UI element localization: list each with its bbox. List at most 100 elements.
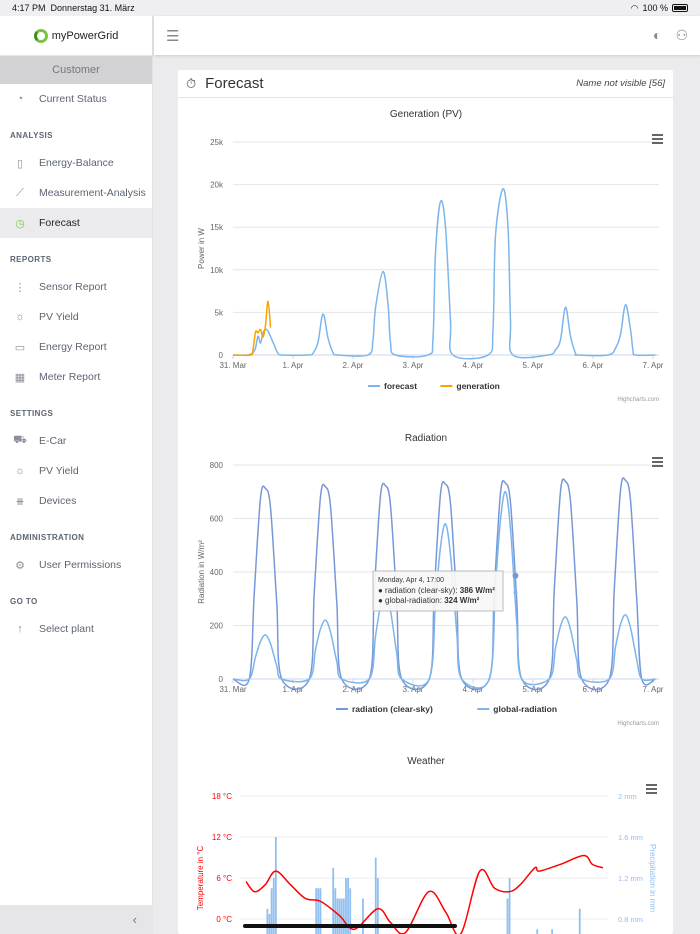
- y-tick-label: 20k: [210, 181, 224, 190]
- hamburger-menu-icon[interactable]: ☰: [166, 27, 180, 45]
- y-tick-label-left: 0 °C: [216, 915, 232, 924]
- chart-title: Weather: [407, 756, 445, 767]
- x-tick-label: 1. Apr: [283, 361, 304, 370]
- sidebar-item-pv-yield[interactable]: ☼ PV Yield: [0, 456, 152, 486]
- card-header: ⏱ Forecast Name not visible [56]: [178, 70, 673, 98]
- car-icon: ⛟: [13, 434, 27, 446]
- sidebar-item-label: Energy Report: [39, 341, 107, 353]
- hover-marker: [513, 590, 518, 595]
- sidebar-section-title: GO TO: [10, 597, 38, 606]
- tooltip-row: ● radiation (clear-sky): 386 W/m²: [378, 586, 495, 595]
- highcharts-credits: Highcharts.com: [617, 721, 659, 727]
- sidebar-item-meter-report[interactable]: ▦ Meter Report: [0, 362, 152, 392]
- y-tick-label-right: 2 mm: [618, 792, 637, 801]
- line-chart-icon: ⟋: [16, 186, 24, 199]
- sidebar-section-title: ADMINISTRATION: [10, 533, 85, 542]
- theme-toggle-icon[interactable]: ◐: [652, 27, 662, 43]
- sidebar: myPowerGrid Customer ◔ Current Status ANAL…: [0, 16, 153, 934]
- chart-title: Radiation: [405, 433, 447, 444]
- sidebar-item-sensor-report[interactable]: ⋮ Sensor Report: [0, 272, 152, 302]
- temperature-line: [245, 854, 604, 934]
- y-tick-label-left: 18 °C: [212, 792, 232, 801]
- y-tick-label-left: 12 °C: [212, 833, 232, 842]
- series-line-global-radiation: [232, 490, 656, 689]
- y-tick-label-right: 0.8 mm: [618, 915, 643, 924]
- sidebar-item-energy-report[interactable]: ▭ Energy Report: [0, 332, 152, 362]
- sidebar-item-user-permissions[interactable]: ⚙ User Permissions: [0, 550, 152, 580]
- page-title: Forecast: [205, 75, 264, 92]
- y-tick-label: 0: [219, 351, 224, 360]
- sidebar-item-label: E-Car: [39, 435, 67, 447]
- status-time: 4:17 PM: [12, 3, 46, 13]
- sidebar-item-energy-balance[interactable]: ▯ Energy-Balance: [0, 148, 152, 178]
- folder-icon: ▭: [14, 341, 26, 354]
- logo-icon: [33, 28, 48, 43]
- weather-plot-area: [245, 837, 604, 934]
- chart-menu-icon[interactable]: [646, 784, 657, 794]
- brand-logo[interactable]: myPowerGrid: [0, 16, 152, 56]
- y-tick-label: 10k: [210, 266, 224, 275]
- x-tick-label: 6. Apr: [583, 361, 604, 370]
- y-tick-label: 0: [219, 675, 224, 684]
- sun-icon: ☼: [14, 311, 26, 323]
- legend-item-generation: generation: [456, 381, 499, 391]
- sidebar-item-devices[interactable]: ⧻ Devices: [0, 486, 152, 516]
- brand-name: myPowerGrid: [51, 29, 119, 42]
- wifi-icon: ◠: [630, 2, 639, 13]
- devices-icon: ⧻: [15, 495, 25, 508]
- generation-chart: Generation (PV) 0 5k 10k 15k 20k 25k 31. Mar 1. …: [197, 109, 664, 403]
- sidebar-item-label: PV Yield: [39, 465, 79, 477]
- highcharts-credits: Highcharts.com: [617, 397, 659, 403]
- table-icon: ▦: [14, 371, 26, 384]
- sidebar-item-label: Meter Report: [39, 371, 101, 383]
- sidebar-item-label: Energy-Balance: [39, 157, 114, 169]
- legend-item-global-radiation: global-radiation: [493, 704, 557, 714]
- sensor-icon: ⋮: [14, 281, 26, 294]
- precipitation-bar: [332, 867, 335, 934]
- user-icon[interactable]: ⚇: [675, 27, 688, 43]
- series-line-radiation-clear-sky-: [232, 477, 656, 691]
- sidebar-item-forecast[interactable]: ◷ Forecast: [0, 208, 152, 238]
- precipitation-bar: [551, 929, 553, 934]
- battery-percent: 100 %: [642, 3, 668, 13]
- chart-menu-icon[interactable]: [652, 134, 663, 144]
- series-line-generation: [232, 300, 272, 357]
- sun-icon: ☼: [14, 465, 26, 477]
- sidebar-item-pv-yield[interactable]: ☼ PV Yield: [0, 302, 152, 332]
- collapse-sidebar-button[interactable]: ‹: [0, 905, 153, 934]
- battery-icon: [672, 4, 688, 12]
- precipitation-bar: [536, 929, 539, 934]
- chart-menu-icon[interactable]: [652, 457, 663, 467]
- sidebar-nav: ◔ Current Status ANALYSIS ▯ Energy-Balance ⟋ M…: [0, 84, 152, 644]
- sidebar-item-select-plant[interactable]: ↑ Select plant: [0, 614, 152, 644]
- precipitation-bar: [376, 878, 379, 934]
- arrow-up-icon: ↑: [17, 623, 23, 635]
- sidebar-item-measurement-analysis[interactable]: ⟋ Measurement-Analysis: [0, 178, 152, 208]
- sidebar-item-current-status[interactable]: ◔ Current Status: [0, 84, 152, 114]
- customer-button[interactable]: Customer: [0, 56, 152, 84]
- legend-item-forecast: forecast: [384, 381, 417, 391]
- y-axis-title: Power in W: [197, 228, 206, 269]
- precipitation-bar: [336, 898, 339, 934]
- sidebar-section-title: SETTINGS: [10, 409, 54, 418]
- bar-chart-icon: ▯: [16, 157, 24, 170]
- precipitation-bar: [508, 878, 511, 934]
- y-tick-label: 15k: [210, 223, 224, 232]
- y-tick-label: 5k: [215, 308, 224, 317]
- precipitation-bar: [274, 837, 277, 934]
- y-tick-label: 200: [210, 622, 224, 631]
- precipitation-bar: [578, 908, 581, 934]
- precipitation-bar: [334, 888, 337, 934]
- sidebar-item-e-car[interactable]: ⛟ E-Car: [0, 426, 152, 456]
- y-tick-label: 600: [210, 515, 224, 524]
- chart-title: Generation (PV): [390, 109, 462, 120]
- precipitation-bar: [374, 857, 377, 934]
- horizontal-scrollbar[interactable]: [243, 924, 457, 928]
- chevron-left-icon: ‹: [132, 912, 137, 927]
- precipitation-bar: [347, 878, 349, 934]
- stopwatch-icon: ◷: [15, 217, 25, 230]
- x-tick-label: 2. Apr: [343, 361, 364, 370]
- sidebar-item-label: Measurement-Analysis: [39, 187, 146, 199]
- x-tick-label: 7. Apr: [643, 361, 664, 370]
